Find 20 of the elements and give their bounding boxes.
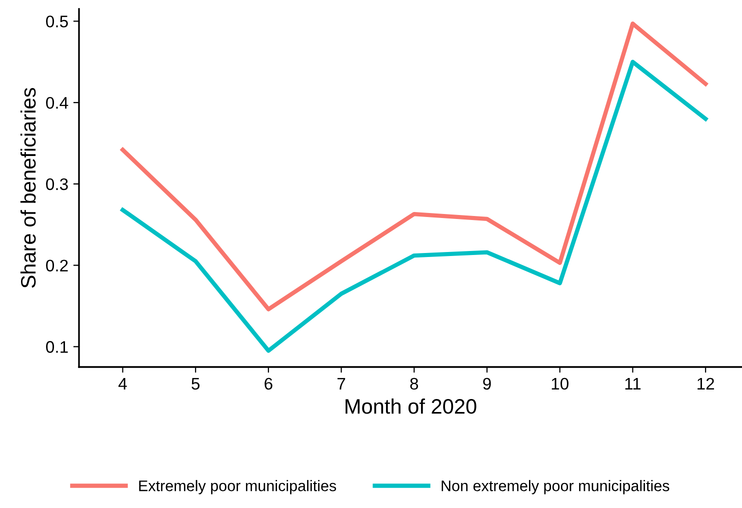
y-axis-title: Share of beneficiaries: [20, 88, 36, 288]
x-tick-label: 7: [338, 378, 346, 390]
legend-label: Extremely poor municipalities: [139, 480, 336, 494]
line-series: [120, 60, 708, 353]
x-tick-label: 11: [625, 378, 641, 390]
y-tick-label: 0.4: [46, 96, 68, 109]
y-tick-label: 0.1: [46, 341, 68, 353]
x-tick-label: 12: [698, 378, 714, 390]
x-tick-label: 4: [118, 378, 127, 390]
x-tick-label: 5: [192, 378, 200, 390]
y-tick-label: 0.5: [46, 16, 68, 28]
x-axis-title: Month of 2020: [346, 398, 476, 414]
x-tick-label: 9: [483, 378, 491, 390]
legend-label: Non extremely poor municipalities: [442, 480, 670, 494]
x-tick-label: 6: [264, 378, 272, 390]
x-tick-label: 8: [410, 378, 418, 390]
line-series: [120, 22, 708, 312]
x-tick-label: 10: [552, 378, 568, 390]
y-tick-label: 0.3: [46, 178, 68, 190]
y-tick-label: 0.2: [46, 260, 68, 272]
